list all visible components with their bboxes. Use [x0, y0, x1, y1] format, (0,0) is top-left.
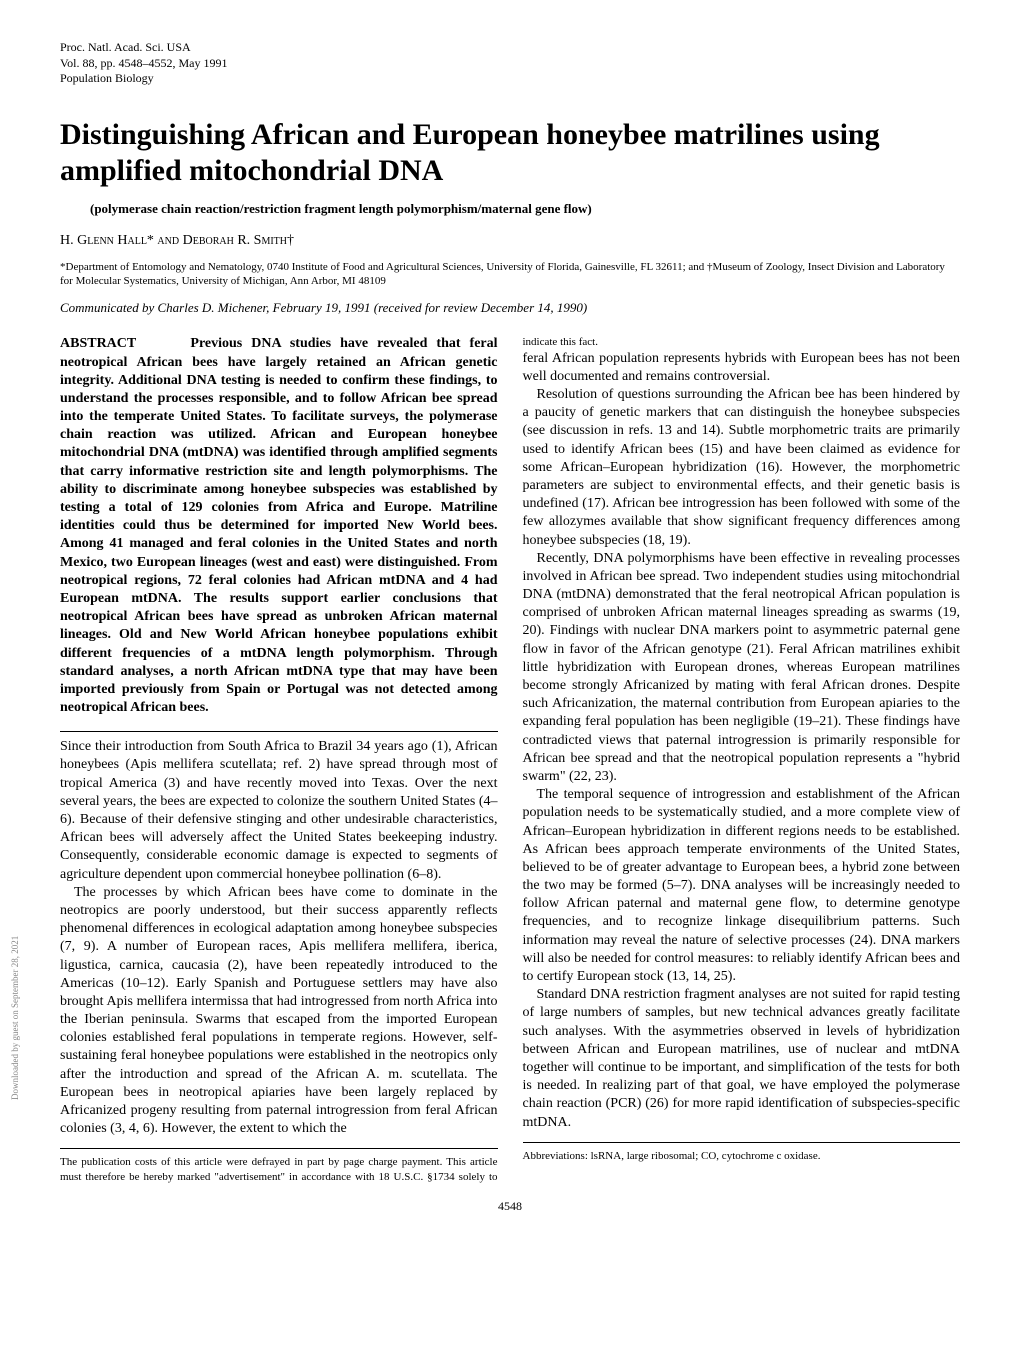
page-number: 4548 [60, 1199, 960, 1215]
paragraph-5: Recently, DNA polymorphisms have been ef… [523, 550, 961, 786]
journal-volume: Vol. 88, pp. 4548–4552, May 1991 [60, 56, 960, 72]
abstract-label: ABSTRACT [60, 336, 136, 351]
paragraph-2: The processes by which African bees have… [60, 884, 498, 1139]
journal-info: Proc. Natl. Acad. Sci. USA Vol. 88, pp. … [60, 40, 960, 87]
affiliations: *Department of Entomology and Nematology… [60, 260, 960, 289]
paragraph-1: Since their introduction from South Afri… [60, 738, 498, 884]
communicated-by: Communicated by Charles D. Michener, Feb… [60, 300, 960, 317]
paragraph-4: Resolution of questions surrounding the … [523, 386, 961, 550]
paragraph-6: The temporal sequence of introgression a… [523, 786, 961, 986]
authors: H. Glenn Hall* and Deborah R. Smith† [60, 232, 960, 250]
journal-section: Population Biology [60, 71, 960, 87]
journal-name: Proc. Natl. Acad. Sci. USA [60, 40, 960, 56]
divider [523, 1142, 961, 1143]
abstract-text: Previous DNA studies have revealed that … [60, 336, 498, 715]
paragraph-7: Standard DNA restriction fragment analys… [523, 986, 961, 1132]
article-subtitle: (polymerase chain reaction/restriction f… [60, 201, 960, 218]
footnote-right: Abbreviations: lsRNA, large ribosomal; C… [523, 1149, 961, 1163]
download-notice: Downloaded by guest on September 28, 202… [10, 936, 22, 1100]
divider [60, 731, 498, 732]
divider [60, 1148, 498, 1149]
article-body: ABSTRACT Previous DNA studies have revea… [60, 335, 960, 1184]
paragraph-3: feral African population represents hybr… [523, 350, 961, 386]
abstract-block: ABSTRACT Previous DNA studies have revea… [60, 335, 498, 717]
article-title: Distinguishing African and European hone… [60, 117, 960, 189]
